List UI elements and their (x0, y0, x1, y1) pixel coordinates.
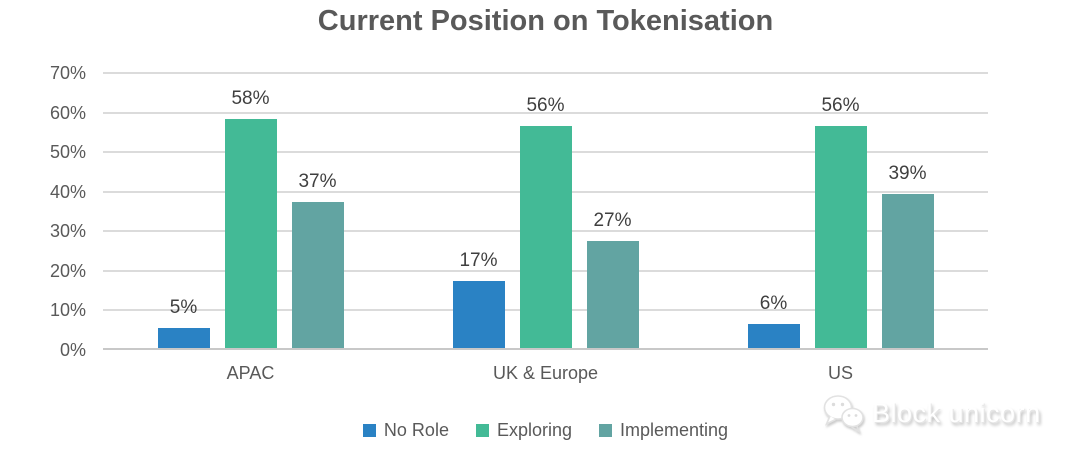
data-label: 5% (169, 297, 198, 319)
y-tick-label: 10% (49, 300, 86, 321)
data-label: 6% (759, 293, 788, 315)
x-axis-tick-labels: APAC UK & Europe US (103, 363, 988, 391)
legend-label: No Role (383, 420, 449, 440)
x-tick-label: UK & Europe (492, 363, 599, 383)
bar-implementing (291, 201, 344, 348)
gridline (103, 72, 988, 74)
bar-exploring (224, 118, 277, 348)
wechat-chat-bubbles-icon (823, 395, 864, 433)
legend-item-no-role: No Role (362, 420, 449, 441)
bar-column: 17% (452, 249, 505, 348)
data-label: 27% (593, 210, 632, 232)
bar-group: 17% 56% 27% (452, 95, 639, 348)
x-axis-line (103, 348, 988, 350)
legend-label: Implementing (620, 420, 729, 440)
legend-item-implementing: Implementing (599, 420, 728, 441)
legend-item-exploring: Exploring (475, 420, 572, 441)
legend-swatch (362, 424, 376, 437)
data-label: 56% (526, 95, 565, 117)
bar-column: 6% (747, 293, 800, 348)
bar-column: 27% (586, 210, 639, 348)
y-tick-label: 40% (49, 181, 86, 202)
legend-swatch (599, 424, 612, 437)
y-tick-label: 30% (49, 221, 86, 242)
data-label: 58% (231, 87, 270, 109)
y-tick-label: 60% (49, 102, 86, 123)
bar-column: 56% (814, 95, 867, 348)
bar-column: 56% (519, 95, 572, 348)
data-label: 56% (821, 95, 860, 117)
gridline (103, 111, 988, 114)
bar-group: 6% 56% 39% (747, 95, 934, 348)
y-tick-label: 20% (49, 260, 86, 281)
bar-column: 5% (157, 297, 210, 348)
data-label: 39% (888, 162, 927, 184)
legend-label: Exploring (496, 420, 572, 440)
bar-no-role (747, 324, 800, 348)
legend-swatch (475, 424, 489, 437)
data-label: 37% (298, 170, 337, 192)
bar-implementing (586, 241, 639, 348)
plot-area: 5% 58% 37% 17% 56% 27% 6% 56% 39% (103, 72, 988, 350)
bar-exploring (519, 126, 572, 348)
bar-column: 39% (881, 162, 934, 348)
bar-implementing (881, 193, 934, 348)
bar-no-role (452, 280, 505, 348)
bar-no-role (157, 328, 210, 348)
bar-column: 58% (224, 87, 277, 348)
legend: No Role Exploring Implementing (103, 420, 988, 441)
bar-exploring (814, 126, 867, 348)
x-tick-label: APAC (226, 363, 275, 383)
x-tick-label: US (827, 363, 854, 383)
data-label: 17% (459, 249, 498, 271)
bar-column: 37% (291, 170, 344, 348)
y-axis-tick-labels: 0% 10% 20% 30% 40% 50% 60% 70% (24, 63, 86, 360)
bar-group: 5% 58% 37% (157, 87, 344, 348)
chart-title: Current Position on Tokenisation (317, 5, 774, 37)
y-tick-label: 50% (49, 142, 86, 163)
y-tick-label: 0% (59, 340, 86, 360)
watermark-text: Block unicorn (872, 397, 1041, 428)
y-tick-label: 70% (49, 63, 86, 83)
watermark: Block unicorn (821, 393, 1041, 433)
